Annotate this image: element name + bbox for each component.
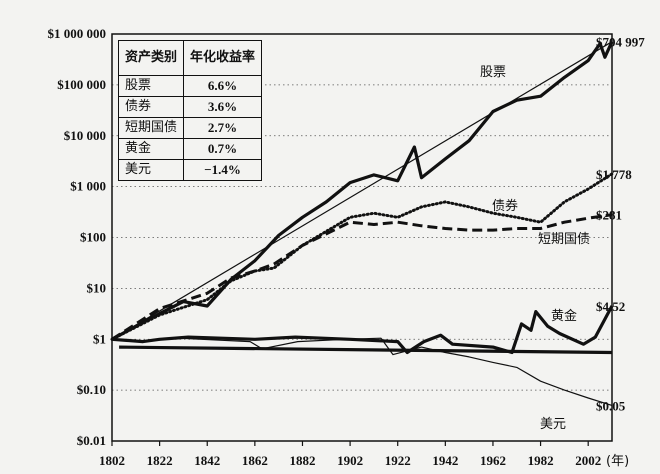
- y-tick-label: $0.10: [77, 382, 106, 397]
- return-table: 资产类别 年化收益率 股票 6.6% 债券 3.6% 短期国债 2.7% 黄金 …: [117, 40, 263, 181]
- table-cell-return: 3.6%: [183, 96, 263, 118]
- x-tick-label: 1982: [528, 453, 554, 468]
- plot-frame: [111, 33, 613, 442]
- table-cell-return: 0.7%: [183, 138, 263, 160]
- series-lines: [110, 41, 614, 406]
- y-tick-label: $100: [80, 230, 106, 245]
- y-tick-label: $10 000: [64, 128, 106, 143]
- series-end-value: $281: [596, 208, 622, 223]
- series-line-股票: [111, 41, 614, 341]
- series-end-value: $0.05: [596, 398, 626, 413]
- series-line-黄金: [111, 305, 614, 355]
- table-header-return: 年化收益率: [183, 40, 263, 76]
- x-tick-label: 1822: [147, 453, 173, 468]
- series-name-label: 股票: [480, 65, 506, 80]
- table-cell-asset: 黄金: [117, 138, 185, 160]
- table-cell-return: 2.7%: [183, 117, 263, 139]
- y-tick-label: $100 000: [57, 77, 106, 92]
- x-tick-label: 1922: [385, 453, 411, 468]
- series-line-债券: [110, 172, 614, 341]
- series-end-value: $1 778: [596, 167, 632, 182]
- table-row: 债券 3.6%: [117, 96, 263, 118]
- y-tick-label: $1 000: [70, 179, 106, 194]
- x-axis-unit: (年): [606, 454, 629, 469]
- table-cell-asset: 短期国债: [117, 117, 185, 139]
- y-tick-label: $10: [87, 280, 107, 295]
- series-line-短期国债: [111, 213, 613, 341]
- table-cell-return: 6.6%: [183, 75, 263, 97]
- x-tick-label: 1902: [337, 453, 363, 468]
- table-row: 黄金 0.7%: [117, 138, 263, 160]
- y-tick-label: $1 000 000: [48, 26, 107, 41]
- x-tick-label: 1842: [194, 453, 220, 468]
- series-end-value: $4.52: [596, 299, 625, 314]
- y-tick-label: $0.01: [77, 433, 106, 448]
- series-name-label: 短期国债: [538, 232, 590, 247]
- x-axis-ticks: 1802 1822 1842 1862 1882 1902 1922 1942 1962 1982…: [99, 441, 629, 469]
- y-axis-ticks: $1 000 000 $100 000 $10 000 $1 000 $100 $10 $1…: [48, 26, 107, 448]
- table-header-asset: 资产类别: [117, 40, 185, 76]
- x-tick-label: 1802: [99, 453, 125, 468]
- series-name-label: 债券: [492, 198, 518, 214]
- table-row: 股票 6.6%: [117, 75, 263, 97]
- series-name-label: 美元: [540, 417, 566, 432]
- table-header-row: 资产类别 年化收益率: [117, 40, 263, 76]
- table-cell-asset: 美元: [117, 159, 185, 181]
- table-cell-asset: 股票: [117, 75, 185, 97]
- table-cell-asset: 债券: [117, 96, 185, 118]
- table-row: 美元 −1.4%: [117, 159, 263, 181]
- x-tick-label: 2002: [575, 453, 601, 468]
- table-row: 短期国债 2.7%: [117, 117, 263, 139]
- series-labels: $704 997 股票 $1 778 债券 $281 短期国债 $4.52 黄金 $0.05 美元: [480, 35, 645, 432]
- x-tick-label: 1862: [242, 453, 268, 468]
- series-line-美元: [111, 337, 613, 406]
- y-tick-label: $1: [93, 331, 106, 346]
- x-tick-label: 1942: [432, 453, 458, 468]
- table-cell-return: −1.4%: [183, 159, 263, 181]
- series-line-股票趋势: [111, 41, 613, 340]
- x-tick-label: 1882: [289, 453, 315, 468]
- series-name-label: 黄金: [551, 308, 577, 324]
- x-tick-label: 1962: [480, 453, 506, 468]
- series-line-黄金基准: [119, 345, 613, 355]
- series-end-value: $704 997: [596, 35, 645, 50]
